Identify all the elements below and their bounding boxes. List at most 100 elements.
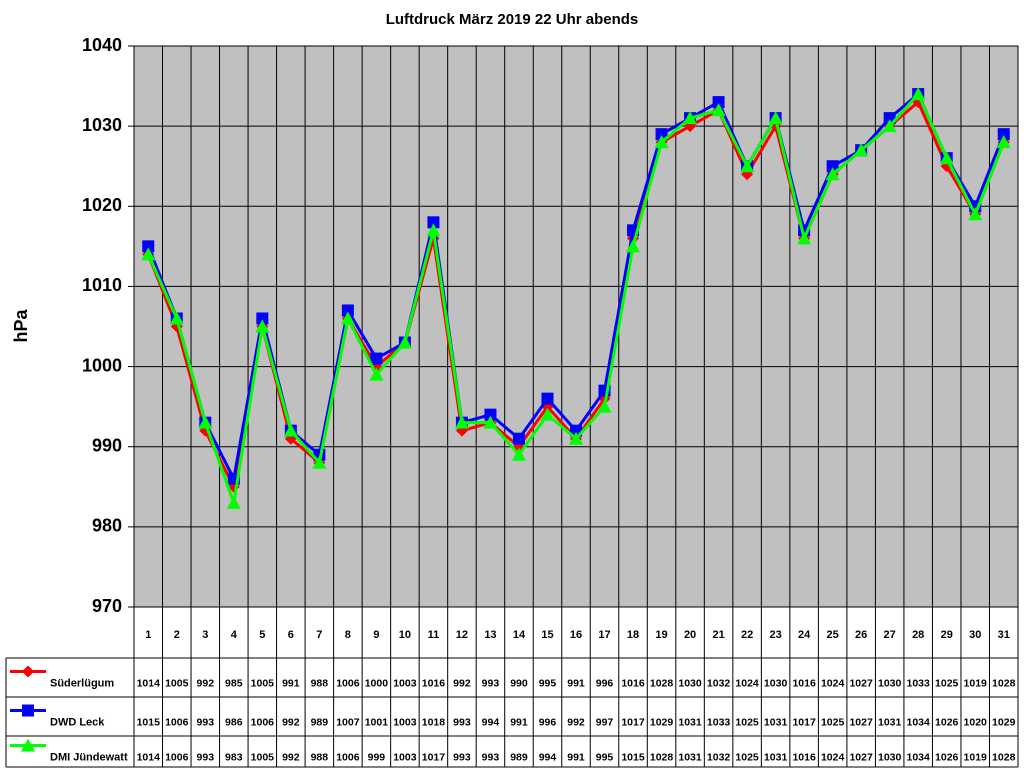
table-cell: 1025 — [935, 677, 959, 689]
marker — [226, 495, 241, 509]
x-tick-label: 2 — [174, 629, 180, 641]
x-tick-label: 4 — [231, 629, 238, 641]
table-cell: 1027 — [849, 716, 873, 728]
table-cell: 992 — [197, 677, 215, 689]
marker — [939, 151, 954, 165]
table-cell: 1017 — [792, 716, 816, 728]
table-cell: 1015 — [137, 716, 161, 728]
table-cell: 1032 — [707, 677, 731, 689]
table-cell: 993 — [197, 716, 215, 728]
marker — [256, 312, 269, 325]
table-cell: 996 — [539, 716, 557, 728]
marker — [854, 143, 869, 157]
x-tick-label: 3 — [202, 629, 208, 641]
table-cell: 1015 — [621, 751, 645, 763]
x-tick-label: 1 — [145, 629, 151, 641]
x-tick-label: 12 — [456, 629, 468, 641]
marker — [654, 135, 669, 149]
table-cell: 1026 — [935, 716, 959, 728]
x-tick-label: 6 — [288, 629, 294, 641]
x-tick-label: 25 — [827, 629, 839, 641]
table-cell: 992 — [282, 716, 300, 728]
table-cell: 1016 — [792, 751, 816, 763]
marker — [22, 704, 34, 717]
marker — [198, 415, 213, 429]
x-tick-label: 11 — [428, 629, 440, 641]
table-cell: 991 — [282, 677, 300, 689]
table-cell: 986 — [225, 716, 243, 728]
y-tick-label: 990 — [92, 435, 122, 455]
table-cell: 1032 — [707, 751, 731, 763]
table-cell: 1016 — [422, 677, 446, 689]
table-cell: 993 — [453, 751, 471, 763]
x-tick-label: 13 — [484, 629, 496, 641]
marker — [141, 247, 156, 261]
table-cell: 1005 — [165, 677, 189, 689]
marker — [169, 311, 184, 325]
marker — [312, 455, 327, 469]
table-cell: 988 — [311, 677, 329, 689]
table-cell: 1017 — [422, 751, 446, 763]
marker — [768, 111, 783, 125]
table-cell: 1006 — [165, 751, 189, 763]
x-tick-label: 27 — [884, 629, 896, 641]
table-cell: 990 — [510, 677, 528, 689]
marker — [142, 240, 155, 253]
marker — [655, 128, 668, 141]
marker — [540, 407, 555, 421]
marker — [968, 207, 983, 221]
table-cell: 1030 — [678, 677, 702, 689]
table-cell: 1030 — [878, 751, 902, 763]
x-tick-label: 30 — [969, 629, 981, 641]
table-cell: 991 — [567, 751, 585, 763]
x-tick-label: 14 — [513, 629, 526, 641]
table-cell: 1031 — [878, 716, 902, 728]
table-cell: 1014 — [137, 751, 161, 763]
table-cell: 1034 — [907, 751, 931, 763]
table-cell: 1005 — [251, 677, 275, 689]
table-cell: 991 — [567, 677, 585, 689]
table-cell: 1031 — [764, 716, 788, 728]
table-cell: 992 — [282, 751, 300, 763]
table-cell: 1031 — [678, 716, 702, 728]
table-cell: 1017 — [621, 716, 645, 728]
table-cell: 1027 — [849, 751, 873, 763]
y-tick-label: 1020 — [82, 195, 122, 215]
marker — [711, 103, 726, 117]
x-tick-label: 23 — [769, 629, 781, 641]
x-tick-label: 29 — [941, 629, 953, 641]
table-cell: 992 — [567, 716, 585, 728]
table-cell: 1016 — [792, 677, 816, 689]
table-cell: 1006 — [336, 751, 360, 763]
table-cell: 983 — [225, 751, 243, 763]
marker — [797, 231, 812, 245]
table-cell: 1026 — [935, 751, 959, 763]
table-cell: 1024 — [821, 751, 845, 763]
table-cell: 1025 — [821, 716, 845, 728]
x-tick-label: 9 — [373, 629, 379, 641]
table-cell: 994 — [482, 716, 500, 728]
marker — [882, 119, 897, 133]
table-cell: 1029 — [992, 716, 1016, 728]
table-cell: 991 — [510, 716, 528, 728]
marker — [826, 160, 839, 173]
chart-title: Luftdruck März 2019 22 Uhr abends — [386, 11, 639, 28]
marker — [483, 415, 498, 429]
table-cell: 1028 — [650, 751, 674, 763]
x-tick-label: 18 — [627, 629, 639, 641]
table-cell: 985 — [225, 677, 243, 689]
table-cell: 1028 — [992, 677, 1016, 689]
x-tick-label: 10 — [399, 629, 411, 641]
table-cell: 1028 — [650, 677, 674, 689]
legend-label: DMI Jündewatt — [50, 751, 128, 763]
marker — [911, 87, 926, 101]
marker — [283, 423, 298, 437]
marker — [597, 399, 612, 413]
table-cell: 1007 — [336, 716, 360, 728]
x-tick-label: 31 — [998, 629, 1010, 641]
table-cell: 988 — [311, 751, 329, 763]
x-tick-label: 7 — [316, 629, 322, 641]
table-cell: 1000 — [365, 677, 389, 689]
table-cell: 1003 — [393, 716, 417, 728]
